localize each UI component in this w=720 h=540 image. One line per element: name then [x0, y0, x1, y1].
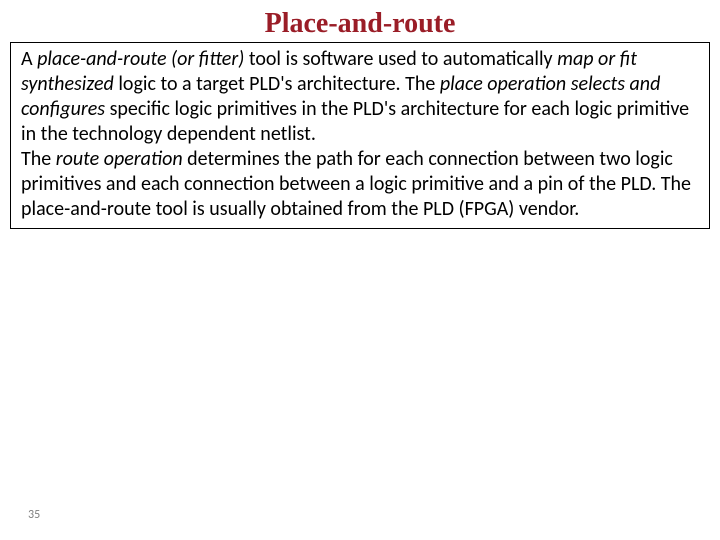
italic-run: place-and-route (or fitter) [37, 47, 249, 71]
paragraph-2: The route operation determines the path … [21, 147, 699, 222]
paragraph-1: A place-and-route (or fitter) tool is so… [21, 47, 699, 147]
text-run: A [21, 47, 37, 71]
text-run: tool is software used to automatically [249, 47, 557, 71]
italic-run: route operation [56, 147, 187, 171]
text-run: specific logic primitives in the PLD's a… [21, 97, 689, 146]
text-run: The [21, 147, 56, 171]
text-run: logic to a target PLD's architecture. Th… [118, 72, 440, 96]
page-number: 35 [28, 508, 40, 522]
slide: Place-and-route A place-and-route (or fi… [0, 0, 720, 540]
content-box: A place-and-route (or fitter) tool is so… [10, 42, 710, 229]
slide-title: Place-and-route [10, 8, 710, 40]
